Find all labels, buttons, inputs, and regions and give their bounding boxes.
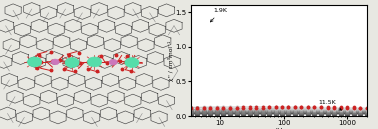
Circle shape — [65, 58, 79, 67]
X-axis label: ν/Hz: ν/Hz — [271, 128, 287, 129]
Circle shape — [87, 57, 102, 67]
Circle shape — [28, 57, 42, 67]
Circle shape — [109, 59, 117, 65]
Circle shape — [125, 58, 139, 67]
Text: 1.9K: 1.9K — [211, 8, 228, 22]
Y-axis label: χ'' / cm³mol⁻¹: χ'' / cm³mol⁻¹ — [168, 41, 174, 81]
Circle shape — [51, 59, 59, 65]
Text: 11.5K: 11.5K — [318, 100, 341, 110]
